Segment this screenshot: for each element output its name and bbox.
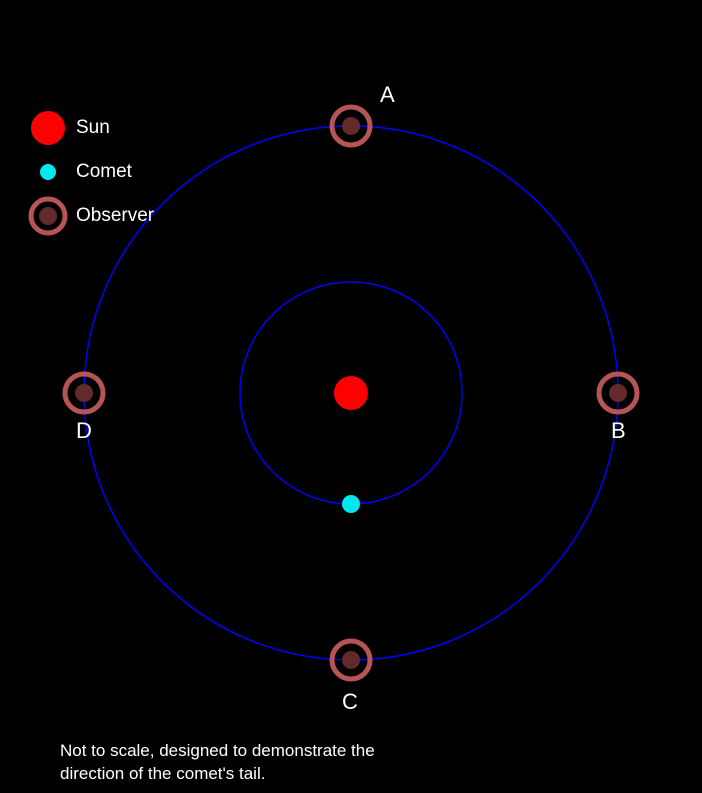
observer-dot-c [342,651,360,669]
observer-label-c: C [342,689,358,714]
legend-label-observer: Observer [76,205,154,227]
observer-label-d: D [76,418,92,443]
caption-line-2: direction of the comet's tail. [60,763,375,786]
sun [334,376,368,410]
legend-row-observer: Observer [26,194,154,238]
legend-label-comet: Comet [76,161,132,183]
observer-dot-a [342,117,360,135]
caption-note: Not to scale, designed to demonstrate th… [60,740,375,786]
observer-dot-d [75,384,93,402]
observer-dot-b [609,384,627,402]
comet [342,495,360,513]
legend-row-sun: Sun [26,106,154,150]
observer-label-b: B [611,418,626,443]
caption-line-1: Not to scale, designed to demonstrate th… [60,740,375,763]
legend-swatch-observer [26,194,70,238]
legend-row-comet: Comet [26,150,154,194]
observer-label-a: A [380,82,395,107]
legend: Sun Comet Observer [26,106,154,238]
legend-label-sun: Sun [76,117,110,139]
legend-swatch-sun [26,106,70,150]
legend-swatch-comet [26,150,70,194]
